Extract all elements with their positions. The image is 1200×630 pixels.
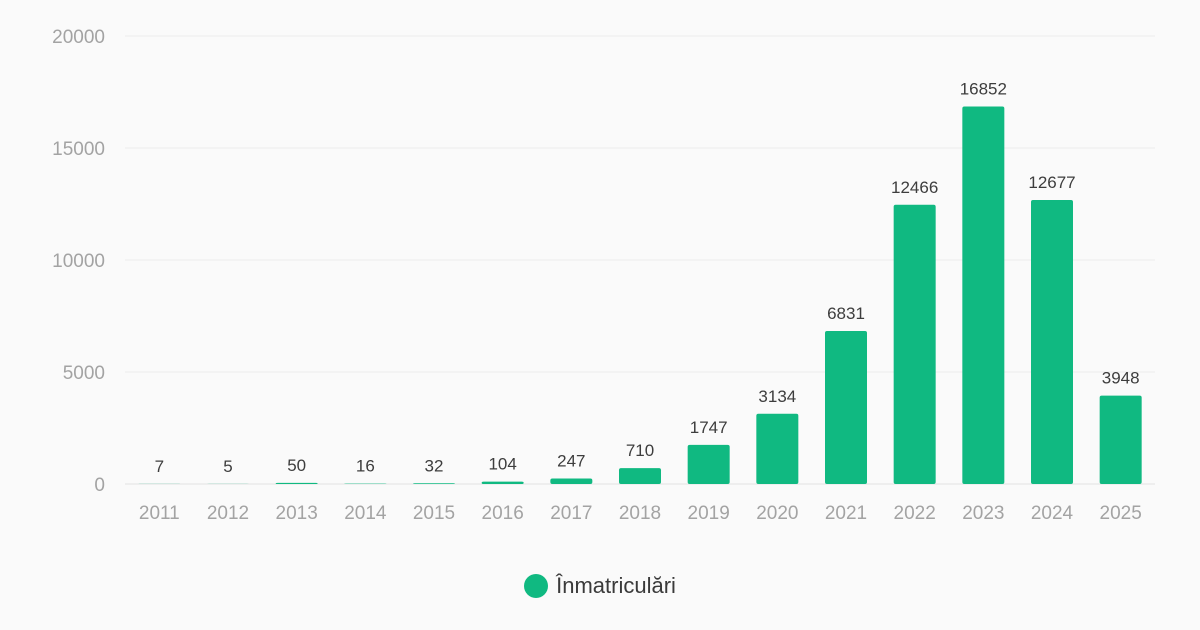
x-tick-2011: 2011 (139, 503, 180, 524)
bar-2022[interactable] (893, 204, 936, 484)
bar-2025[interactable] (1099, 395, 1142, 484)
data-label-2024: 12677 (1028, 173, 1075, 192)
x-tick-2023: 2023 (962, 503, 1004, 524)
x-tick-2012: 2012 (207, 503, 249, 524)
bar-2013[interactable] (275, 482, 318, 484)
data-label-2015: 32 (425, 456, 444, 475)
bar-2023[interactable] (962, 106, 1005, 484)
data-label-2017: 247 (557, 451, 585, 470)
data-label-2014: 16 (356, 457, 375, 476)
data-label-2018: 710 (626, 441, 654, 460)
legend-swatch (524, 574, 549, 598)
legend-label: Înmatriculări (556, 573, 676, 598)
x-tick-2013: 2013 (276, 503, 318, 524)
x-tick-2015: 2015 (413, 503, 455, 524)
y-tick-label: 0 (94, 475, 105, 496)
x-tick-2016: 2016 (482, 503, 524, 524)
y-tick-label: 20000 (52, 27, 105, 48)
x-tick-2020: 2020 (756, 503, 798, 524)
y-tick-label: 15000 (52, 139, 105, 160)
data-label-2011: 7 (155, 457, 164, 476)
y-axis-ticks: 0 5000 10000 15000 20000 (52, 27, 105, 496)
bar-2017[interactable] (550, 478, 593, 484)
x-tick-2022: 2022 (894, 503, 936, 524)
data-label-2022: 12466 (891, 178, 938, 197)
bar-2016[interactable] (481, 481, 524, 484)
data-label-2025: 3948 (1102, 369, 1140, 388)
bar-2024[interactable] (1031, 200, 1073, 484)
data-labels: 7 5 50 16 32 104 247 710 1747 3134 6831 12466 16852 1… (155, 80, 1140, 476)
x-tick-2019: 2019 (688, 503, 730, 524)
x-tick-2021: 2021 (825, 503, 867, 524)
y-tick-label: 10000 (52, 251, 105, 272)
bar-2015[interactable] (413, 483, 455, 484)
x-tick-2018: 2018 (619, 503, 661, 524)
data-label-2016: 104 (488, 455, 516, 474)
bar-2021[interactable] (825, 330, 867, 484)
y-tick-label: 5000 (63, 363, 105, 384)
data-label-2021: 6831 (827, 304, 865, 323)
data-label-2020: 3134 (758, 387, 796, 406)
bar-2018[interactable] (619, 468, 661, 484)
bar-2020[interactable] (756, 413, 799, 484)
legend[interactable]: Înmatriculări (0, 570, 1200, 602)
x-tick-2017: 2017 (550, 503, 592, 524)
bars (138, 106, 1142, 484)
data-label-2013: 50 (287, 456, 306, 475)
x-tick-2025: 2025 (1100, 503, 1142, 524)
x-tick-2024: 2024 (1031, 503, 1074, 524)
x-tick-2014: 2014 (344, 503, 387, 524)
data-label-2019: 1747 (690, 418, 728, 437)
data-label-2012: 5 (223, 457, 232, 476)
data-label-2023: 16852 (960, 80, 1007, 99)
bar-2019[interactable] (687, 444, 730, 484)
x-axis-ticks: 2011 2012 2013 2014 2015 2016 2017 2018 2019 2020… (139, 503, 1142, 524)
